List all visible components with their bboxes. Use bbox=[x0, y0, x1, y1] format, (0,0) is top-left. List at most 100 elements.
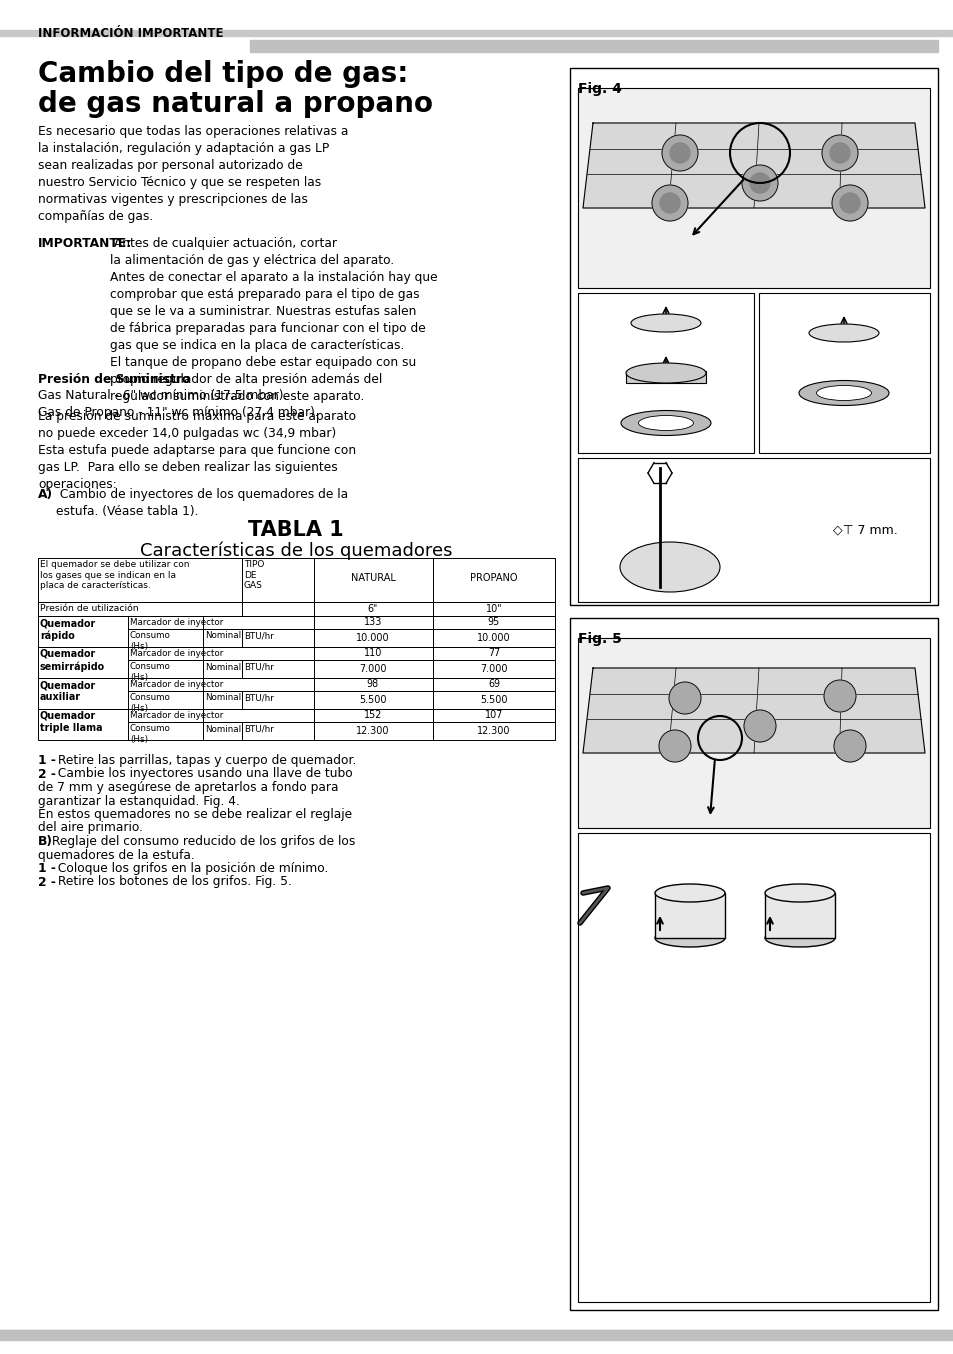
Text: Marcador de inyector: Marcador de inyector bbox=[130, 680, 223, 689]
Circle shape bbox=[743, 709, 775, 742]
Bar bbox=[203, 630, 242, 647]
Bar bbox=[128, 691, 203, 709]
Circle shape bbox=[661, 135, 698, 171]
Text: 1 -: 1 - bbox=[38, 862, 56, 875]
Text: Marcador de inyector: Marcador de inyector bbox=[130, 617, 223, 627]
Bar bbox=[314, 647, 433, 659]
Text: Características de los quemadores: Características de los quemadores bbox=[139, 542, 452, 561]
Bar bbox=[203, 647, 314, 659]
Text: BTU/hr: BTU/hr bbox=[244, 631, 274, 640]
Bar bbox=[0, 1330, 953, 1336]
Ellipse shape bbox=[630, 314, 700, 332]
Text: 10": 10" bbox=[485, 604, 501, 613]
Text: 95: 95 bbox=[487, 617, 499, 627]
Bar bbox=[0, 30, 953, 37]
Text: BTU/hr: BTU/hr bbox=[244, 693, 274, 703]
Text: BTU/hr: BTU/hr bbox=[244, 662, 274, 672]
Bar bbox=[314, 709, 433, 722]
Text: 7.000: 7.000 bbox=[359, 663, 386, 674]
Bar bbox=[433, 691, 555, 709]
Bar bbox=[433, 678, 555, 691]
Text: BTU/hr: BTU/hr bbox=[244, 724, 274, 734]
Text: 152: 152 bbox=[363, 709, 382, 720]
Ellipse shape bbox=[655, 929, 724, 946]
Ellipse shape bbox=[619, 542, 720, 592]
Text: Coloque los grifos en la posición de mínimo.: Coloque los grifos en la posición de mín… bbox=[53, 862, 328, 875]
Text: Cambie los inyectores usando una llave de tubo: Cambie los inyectores usando una llave d… bbox=[53, 768, 352, 780]
Text: Quemador
rápido: Quemador rápido bbox=[40, 617, 96, 640]
Text: 1 -: 1 - bbox=[38, 754, 56, 766]
Bar bbox=[242, 659, 314, 678]
Bar bbox=[128, 678, 203, 691]
Text: 6": 6" bbox=[368, 604, 377, 613]
Text: IMPORTANTE:: IMPORTANTE: bbox=[38, 237, 132, 250]
Bar bbox=[569, 68, 937, 605]
Text: A): A) bbox=[38, 487, 53, 501]
Bar bbox=[314, 630, 433, 647]
Text: 7.000: 7.000 bbox=[479, 663, 507, 674]
Text: 10.000: 10.000 bbox=[476, 634, 510, 643]
Text: NATURAL: NATURAL bbox=[350, 573, 395, 584]
Text: 5.500: 5.500 bbox=[359, 695, 386, 705]
Bar bbox=[128, 647, 203, 659]
Bar bbox=[433, 647, 555, 659]
Bar bbox=[625, 371, 705, 383]
Text: B): B) bbox=[38, 835, 52, 848]
Text: Nominal: Nominal bbox=[205, 631, 241, 640]
Text: Antes de cualquier actuación, cortar
la alimentación de gas y eléctrica del apar: Antes de cualquier actuación, cortar la … bbox=[110, 237, 437, 403]
Text: de 7 mm y asegúrese de apretarlos a fondo para: de 7 mm y asegúrese de apretarlos a fond… bbox=[38, 781, 338, 793]
Bar bbox=[0, 1330, 953, 1340]
Bar bbox=[578, 292, 753, 454]
Bar bbox=[314, 616, 433, 630]
Ellipse shape bbox=[625, 363, 705, 383]
Text: Nominal: Nominal bbox=[205, 693, 241, 703]
Circle shape bbox=[831, 185, 867, 221]
Bar bbox=[578, 458, 929, 603]
Bar bbox=[38, 603, 242, 616]
Bar bbox=[569, 617, 937, 1311]
Bar bbox=[764, 894, 834, 938]
Bar bbox=[433, 616, 555, 630]
Bar bbox=[203, 678, 314, 691]
Bar bbox=[314, 691, 433, 709]
Bar bbox=[433, 558, 555, 603]
Bar bbox=[203, 659, 242, 678]
Bar bbox=[38, 647, 128, 678]
Text: quemadores de la estufa.: quemadores de la estufa. bbox=[38, 849, 194, 861]
Ellipse shape bbox=[799, 380, 888, 405]
Bar bbox=[314, 558, 433, 603]
Circle shape bbox=[829, 144, 849, 162]
Text: La presión de suministro máxima para este aparato
no puede exceder 14,0 pulgadas: La presión de suministro máxima para est… bbox=[38, 410, 355, 492]
Text: Marcador de inyector: Marcador de inyector bbox=[130, 649, 223, 658]
Text: 12.300: 12.300 bbox=[476, 726, 510, 737]
Text: Reglaje del consumo reducido de los grifos de los: Reglaje del consumo reducido de los grif… bbox=[49, 835, 355, 848]
Text: 69: 69 bbox=[487, 678, 499, 689]
Text: 77: 77 bbox=[487, 649, 499, 658]
Bar bbox=[38, 616, 128, 647]
Bar bbox=[203, 691, 242, 709]
Bar bbox=[578, 833, 929, 1303]
Text: Consumo
(Hs): Consumo (Hs) bbox=[130, 631, 171, 651]
Bar bbox=[242, 722, 314, 741]
Circle shape bbox=[659, 194, 679, 213]
Text: Presión de utilización: Presión de utilización bbox=[40, 604, 138, 613]
Bar bbox=[128, 722, 203, 741]
Text: Presión de Suministro: Presión de Suministro bbox=[38, 372, 190, 386]
Bar bbox=[314, 603, 433, 616]
Bar bbox=[578, 88, 929, 288]
Ellipse shape bbox=[638, 416, 693, 431]
Ellipse shape bbox=[816, 386, 871, 401]
Bar bbox=[314, 659, 433, 678]
Text: El quemador se debe utilizar con
los gases que se indican en la
placa de caracte: El quemador se debe utilizar con los gas… bbox=[40, 561, 190, 590]
Text: Quemador
semirrápido: Quemador semirrápido bbox=[40, 649, 105, 672]
Text: 5.500: 5.500 bbox=[479, 695, 507, 705]
Text: TIPO
DE
GAS: TIPO DE GAS bbox=[244, 561, 264, 590]
Ellipse shape bbox=[620, 410, 710, 436]
Circle shape bbox=[659, 730, 690, 762]
Text: de gas natural a propano: de gas natural a propano bbox=[38, 89, 433, 118]
Bar bbox=[433, 603, 555, 616]
Bar bbox=[203, 709, 314, 722]
Text: Consumo
(Hs): Consumo (Hs) bbox=[130, 662, 171, 682]
Bar bbox=[314, 722, 433, 741]
Text: Fig. 5: Fig. 5 bbox=[578, 632, 621, 646]
